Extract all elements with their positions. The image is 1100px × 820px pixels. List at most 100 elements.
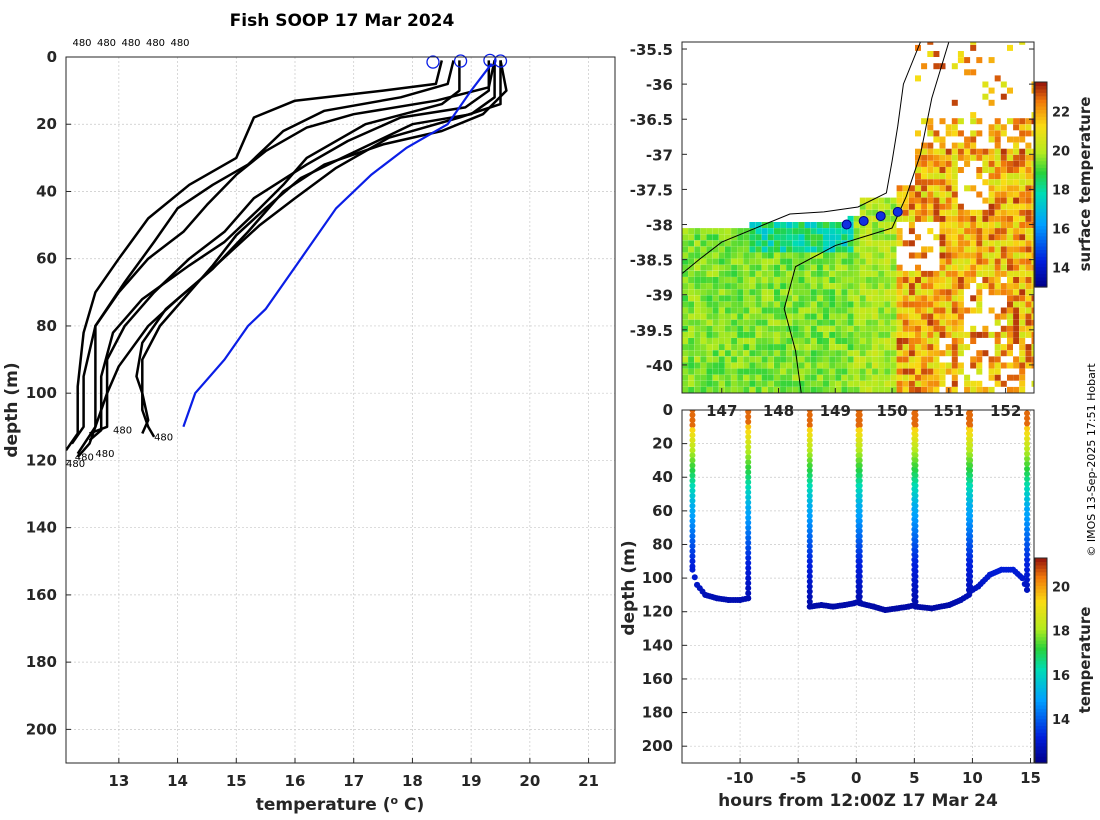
section-point [912, 457, 919, 464]
sst-cell [798, 295, 805, 302]
sst-cell [884, 386, 891, 393]
sst-cell [810, 386, 817, 393]
sst-cell [933, 203, 940, 210]
section-point [689, 447, 696, 454]
sst-cell [774, 240, 780, 247]
sst-cell [1031, 264, 1034, 271]
colorbar-segment [1035, 95, 1047, 100]
sst-cell [964, 57, 971, 64]
sst-cell [951, 264, 958, 271]
section-point [967, 558, 974, 565]
sst-cell [957, 283, 964, 290]
sst-cell [933, 368, 940, 375]
sst-cell [964, 160, 971, 167]
sst-cell [994, 185, 1001, 192]
sst-cell [816, 331, 823, 338]
sst-cell [957, 215, 964, 222]
sst-cell [1031, 338, 1034, 344]
isobath-line [783, 42, 950, 393]
sst-cell [774, 386, 780, 393]
sst-cell [774, 307, 780, 314]
sst-cell [865, 362, 872, 369]
sst-cell [700, 234, 707, 241]
colorbar-segment [1035, 273, 1047, 278]
sst-cell [945, 130, 952, 137]
sst-cell [908, 325, 915, 332]
sst-cell [927, 313, 934, 320]
sst-cell [878, 344, 885, 351]
section-point [745, 433, 752, 440]
sst-cell [767, 277, 774, 283]
profile-x-tick-label: 21 [578, 772, 599, 790]
sst-cell [792, 325, 799, 332]
sst-cell [1000, 148, 1007, 155]
sst-cell [982, 270, 989, 277]
colorbar-segment [1035, 187, 1047, 192]
sst-cell [829, 319, 836, 326]
sst-cell [921, 368, 928, 375]
colorbar-segment [1035, 88, 1047, 93]
colorbar-segment [1035, 242, 1047, 247]
sst-cell [786, 234, 793, 241]
section-point [856, 482, 863, 489]
profile-x-tick-label: 15 [226, 772, 247, 790]
sst-cell [878, 368, 885, 375]
sst-cell [964, 234, 971, 241]
sst-cell [927, 209, 934, 216]
credit-text: © IMOS 13-Sep-2025 17:51 Hobart [1085, 363, 1098, 557]
sst-cell [823, 258, 829, 265]
sst-cell [988, 362, 995, 369]
section-point [691, 574, 698, 581]
sst-cell [976, 283, 983, 290]
sst-cell [700, 362, 707, 369]
map-y-tick-label: -40 [646, 357, 673, 375]
profile-x-label: temperature (o C) [256, 794, 425, 816]
sst-cell [731, 264, 738, 271]
sst-cell [731, 240, 738, 247]
sst-cell [792, 374, 799, 381]
sst-cell [743, 331, 750, 338]
sst-cell [682, 374, 688, 381]
sst-cell [1013, 374, 1020, 381]
sst-cell [902, 270, 909, 277]
sst-cell [694, 289, 701, 296]
sst-cell [804, 240, 811, 247]
sst-cell [798, 283, 805, 290]
sst-cell [921, 252, 928, 259]
section-point [689, 452, 696, 459]
sst-cell [915, 301, 921, 308]
sst-cell [970, 209, 977, 216]
sst-cell [988, 179, 995, 186]
sst-cell [994, 313, 1001, 320]
sst-cell [945, 124, 952, 131]
sst-cell [945, 228, 952, 235]
sst-cell [847, 277, 854, 283]
colorbar-segment [1035, 708, 1047, 713]
sst-cell [1013, 270, 1020, 277]
sst-cell [908, 197, 915, 204]
sst-cell [1013, 258, 1020, 265]
section-point [912, 548, 919, 555]
sst-cell [847, 215, 854, 222]
sst-cell [976, 130, 983, 137]
sst-cell [718, 362, 725, 369]
sst-cell [1031, 234, 1034, 241]
sst-cell [994, 338, 1001, 344]
sst-cell [767, 368, 774, 375]
sst-cell [810, 374, 817, 381]
sst-cell [915, 234, 921, 241]
sst-cell [896, 289, 903, 296]
profile-y-tick-label: 200 [26, 720, 57, 738]
section-point [967, 533, 974, 540]
colorbar-segment [1035, 283, 1047, 288]
sst-cell [853, 301, 860, 308]
sst-cell [945, 368, 952, 375]
sst-cell [780, 289, 787, 296]
section-y-tick-label: 20 [652, 435, 673, 453]
sst-cell [731, 380, 738, 387]
colorbar-segment [1035, 92, 1047, 97]
sst-cell [976, 246, 983, 253]
sst-cell [915, 197, 921, 204]
sst-cell [835, 374, 842, 381]
sst-cell [712, 380, 719, 387]
